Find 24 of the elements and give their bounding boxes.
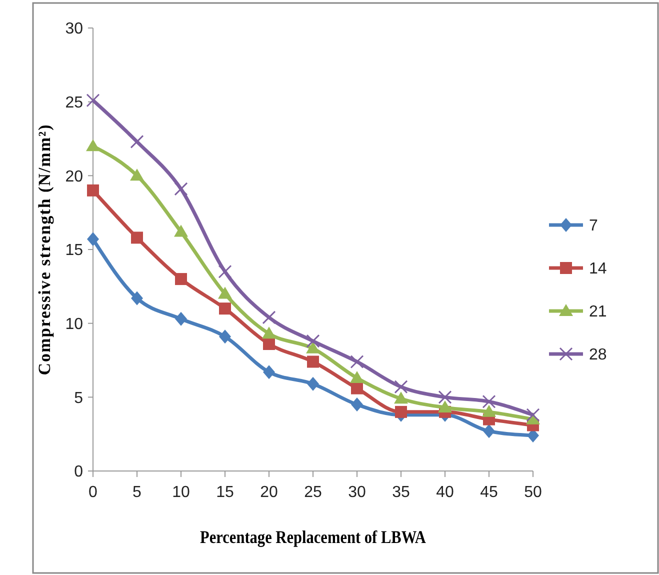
x-tick-label: 50 bbox=[524, 484, 542, 501]
y-tick-label: 15 bbox=[65, 242, 84, 260]
y-tick-label: 20 bbox=[65, 168, 84, 186]
y-tick-label: 0 bbox=[74, 464, 84, 481]
y-tick-label: 25 bbox=[65, 94, 84, 112]
x-tick-label: 5 bbox=[132, 484, 142, 501]
y-tick-label: 10 bbox=[65, 316, 84, 333]
x-tick-label: 15 bbox=[216, 484, 234, 501]
x-axis-title: Percentage Replacement of LBWA bbox=[200, 526, 426, 548]
legend-label: 21 bbox=[589, 304, 607, 321]
legend-label: 14 bbox=[589, 260, 607, 278]
x-tick-label: 0 bbox=[88, 484, 98, 501]
y-axis-title: Compressive strength (N/mm²) bbox=[35, 124, 54, 376]
y-tick-label: 30 bbox=[65, 20, 84, 38]
legend-label: 7 bbox=[589, 218, 598, 235]
legend-label: 28 bbox=[589, 346, 607, 364]
x-tick-label: 20 bbox=[260, 484, 278, 501]
x-tick-label: 35 bbox=[392, 484, 410, 501]
x-tick-label: 10 bbox=[172, 484, 190, 501]
x-tick-label: 45 bbox=[480, 484, 498, 501]
x-tick-label: 25 bbox=[304, 484, 322, 501]
x-tick-label: 40 bbox=[436, 484, 454, 501]
y-tick-label: 5 bbox=[74, 390, 84, 407]
x-tick-label: 30 bbox=[348, 484, 366, 501]
